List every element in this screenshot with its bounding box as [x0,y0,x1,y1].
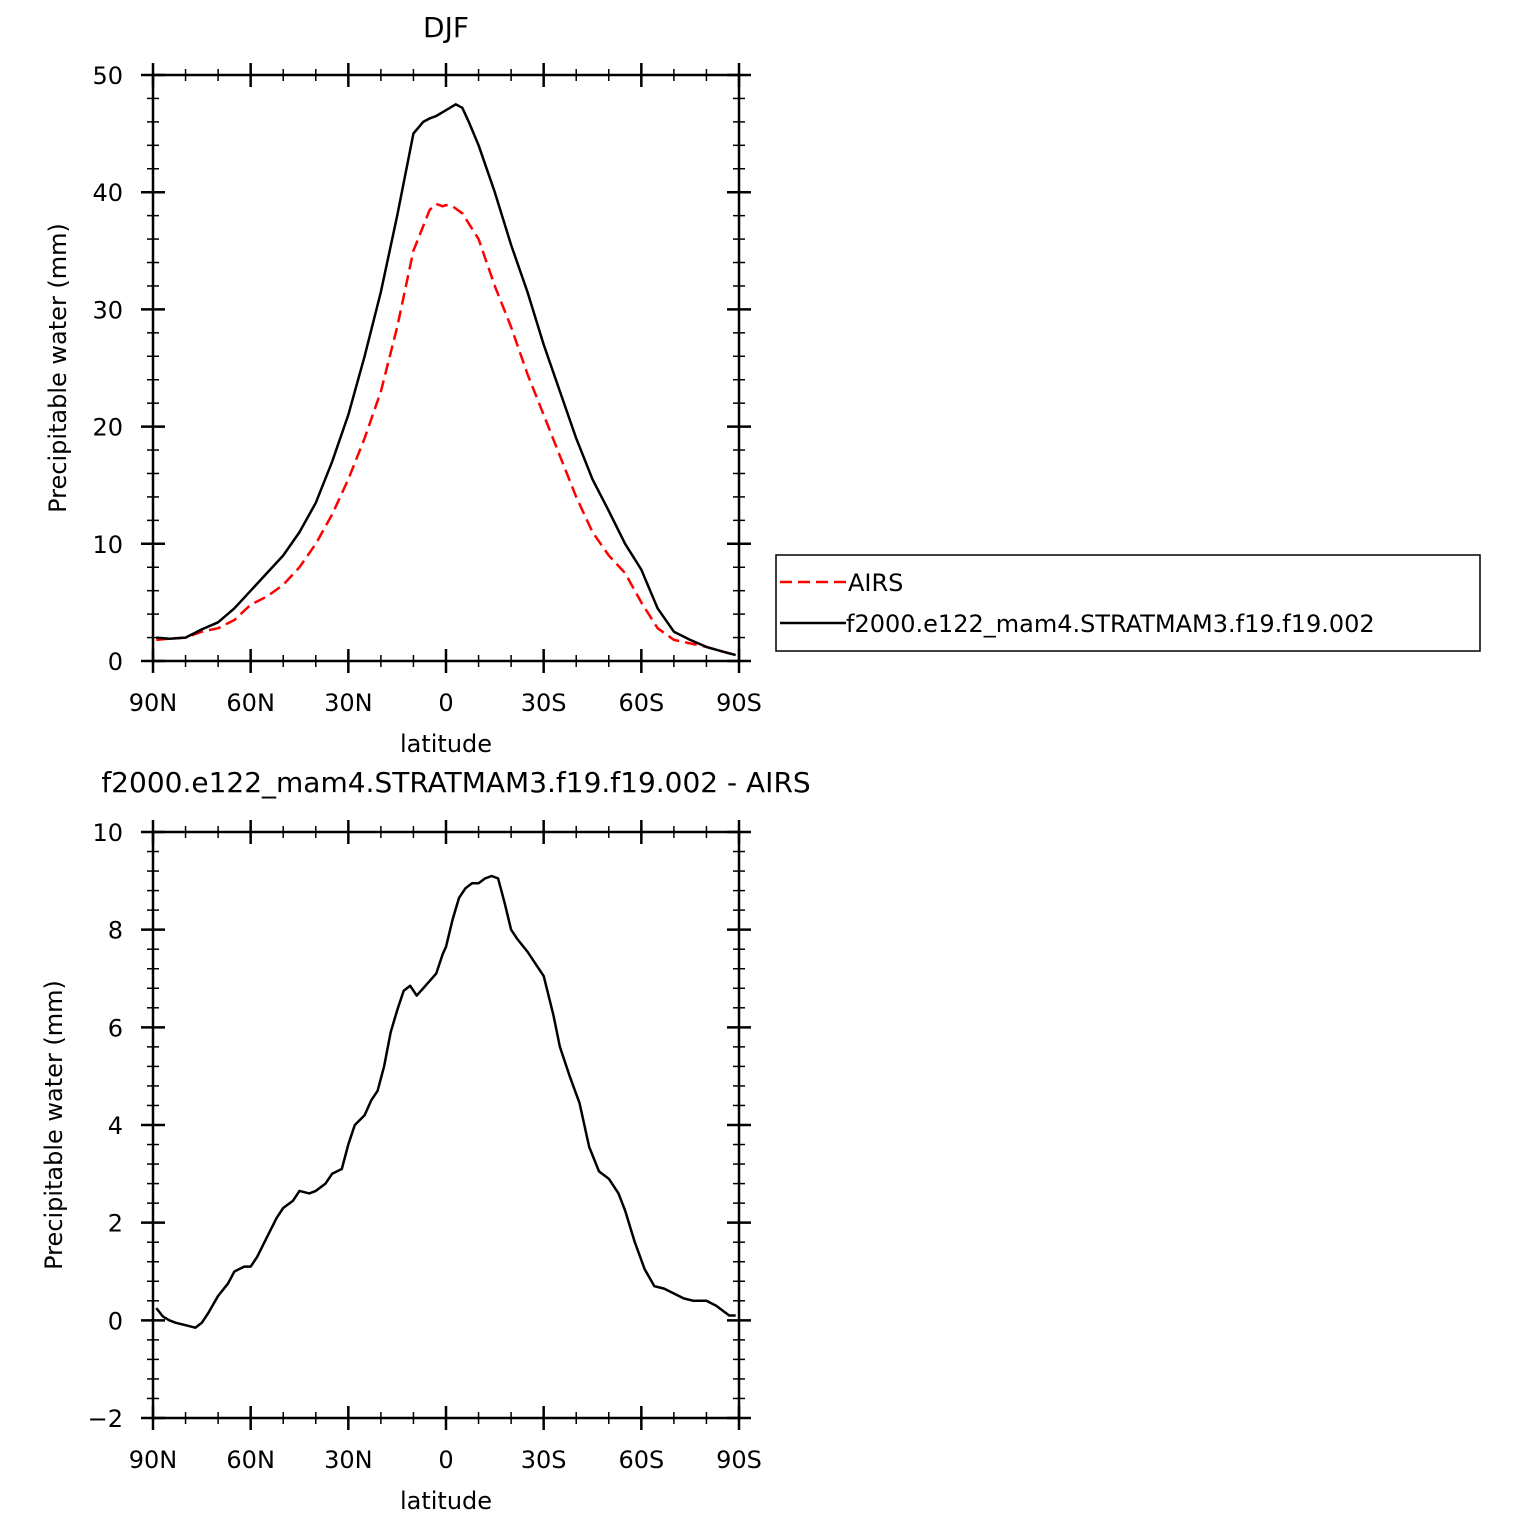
bottom-x-tick-label: 90S [716,1446,762,1474]
top-series-group [156,103,737,657]
bottom-plot-frame [151,830,741,1420]
legend: AIRS f2000.e122_mam4.STRATMAM3.f19.f19.0… [775,554,1481,652]
top-x-tick-label: 60S [618,689,664,717]
bottom-x-tick-label: 60S [618,1446,664,1474]
top-y-tick-label: 0 [108,648,123,676]
top-x-tick-label: 90N [129,689,178,717]
top-series-line-f2000-e122-mam4-stratmam3-f19-f19-002 [156,103,737,657]
bottom-y-tick-label: 6 [108,1014,123,1042]
bottom-y-tick-label: 8 [108,917,123,945]
top-y-tick-label: 20 [92,414,123,442]
bottom-y-tick-label: 10 [92,819,123,847]
legend-label-airs: AIRS [848,569,903,597]
top-plot-frame [151,73,741,663]
top-y-tick-label: 30 [92,296,123,324]
bottom-y-tick-label: 2 [108,1210,123,1238]
bottom-y-tick-label: 0 [108,1307,123,1335]
bottom-axis-ticks: 90N 60N 30N 0 30S 60S 90S −2 0 2 4 6 8 10 [88,819,762,1474]
bottom-panel: f2000.e122_mam4.STRATMAM3.f19.f19.002 - … [40,766,811,1515]
top-axis-ticks: 90N 60N 30N 0 30S 60S 90S 0 10 20 30 40 50 [92,62,761,717]
top-y-tick-label: 40 [92,179,123,207]
bottom-series-group [155,874,736,1329]
top-series-line-airs [156,202,737,657]
bottom-x-tick-label: 30N [324,1446,373,1474]
bottom-x-tick-label: 30S [521,1446,567,1474]
bottom-x-tick-label: 90N [129,1446,178,1474]
top-y-tick-label: 50 [92,62,123,90]
top-x-axis-label: latitude [400,730,492,758]
top-x-tick-label: 0 [438,689,453,717]
legend-label-model: f2000.e122_mam4.STRATMAM3.f19.f19.002 [846,610,1375,638]
top-panel: DJF 90N 60N 30N 0 30S 60S 90S 0 10 20 30 40 50 latit… [44,11,1481,758]
top-chart-title: DJF [423,11,469,44]
bottom-y-axis-label: Precipitable water (mm) [40,980,68,1270]
bottom-chart-title: f2000.e122_mam4.STRATMAM3.f19.f19.002 - … [101,766,810,799]
top-y-tick-label: 10 [92,531,123,559]
bottom-x-tick-label: 60N [226,1446,275,1474]
top-y-axis-label: Precipitable water (mm) [44,223,72,513]
bottom-x-tick-label: 0 [438,1446,453,1474]
bottom-y-tick-label: −2 [88,1405,123,1433]
bottom-y-tick-label: 4 [108,1112,123,1140]
top-x-tick-label: 30S [521,689,567,717]
bottom-series-line-difference [155,874,736,1329]
legend-box [775,554,1481,652]
top-x-tick-label: 90S [716,689,762,717]
top-x-tick-label: 30N [324,689,373,717]
top-x-tick-label: 60N [226,689,275,717]
bottom-x-axis-label: latitude [400,1487,492,1515]
